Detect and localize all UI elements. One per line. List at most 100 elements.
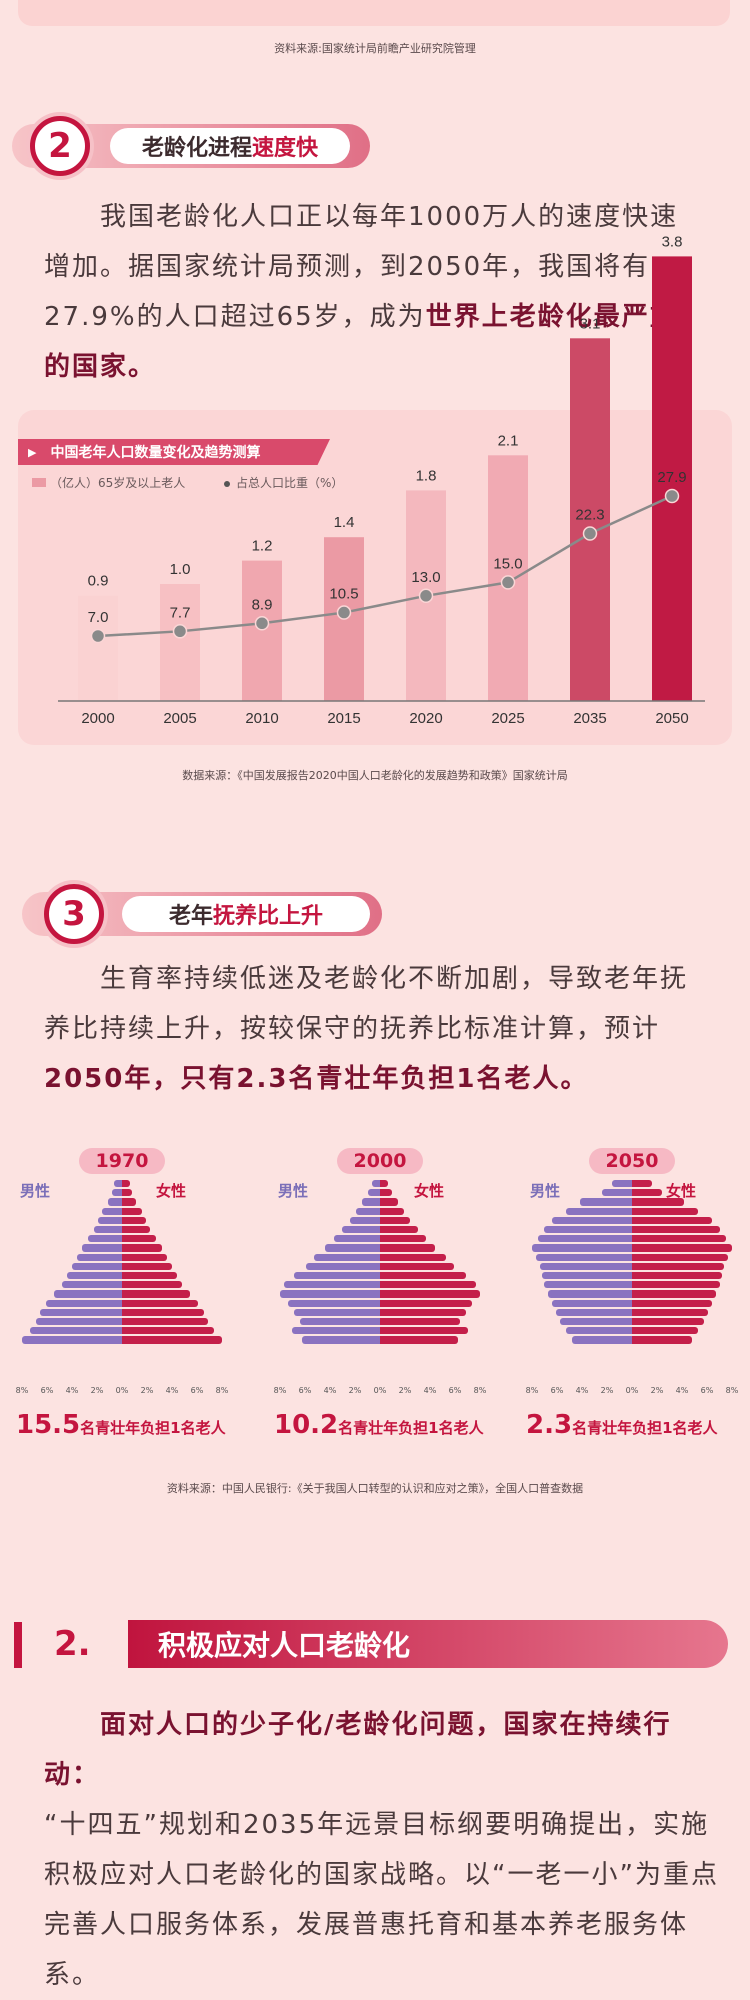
section-title: 老年 抚养比上升	[122, 896, 370, 932]
x-tick-label: 2010	[245, 710, 278, 727]
axis-tick-label: 2%	[140, 1386, 154, 1395]
male-bar	[72, 1262, 122, 1270]
axis-tick-label: 6%	[40, 1386, 54, 1395]
male-bar	[306, 1262, 380, 1270]
female-bar	[380, 1262, 454, 1270]
female-bar	[632, 1226, 720, 1234]
male-bar	[356, 1207, 380, 1215]
ratio-point	[336, 605, 352, 620]
female-bar	[632, 1262, 724, 1270]
section-title: 老龄化进程 速度快	[110, 128, 350, 164]
chart-card	[18, 410, 732, 745]
female-bar	[632, 1198, 684, 1206]
female-bar	[632, 1327, 698, 1335]
ratio-value-label: 13.0	[411, 569, 440, 586]
female-bar	[632, 1290, 716, 1298]
female-label: 女性	[156, 1182, 187, 1200]
section-title-part-a: 老龄化进程	[141, 136, 252, 161]
male-bar	[552, 1216, 632, 1224]
axis-tick-label: 6%	[550, 1386, 564, 1395]
chart-title: 中国老年人口数量变化及趋势测算	[50, 445, 261, 461]
male-bar	[77, 1253, 122, 1261]
axis-tick-label: 6%	[190, 1386, 204, 1395]
bar-value-label: 1.8	[416, 467, 437, 484]
axis-tick-label: 8%	[273, 1386, 287, 1395]
female-bar	[632, 1207, 698, 1215]
axis-tick-label: 8%	[525, 1386, 539, 1395]
axis-tick-label: 8%	[215, 1386, 229, 1395]
ratio-point	[254, 616, 270, 631]
male-bar	[67, 1272, 122, 1280]
axis-tick-label: 4%	[675, 1386, 689, 1395]
burden-label: 2.3名青壮年负担1名老人	[526, 1410, 718, 1440]
axis-tick-label: 6%	[448, 1386, 462, 1395]
male-bar	[46, 1299, 122, 1307]
paragraph-text: 我国老龄化人口正以每年1000万人的速度快速增加。据国家统计局预测，到2050年…	[44, 202, 679, 332]
female-bar	[380, 1253, 446, 1261]
male-bar	[62, 1281, 122, 1289]
legend-bar-label: （亿人）65岁及以上老人	[50, 476, 186, 490]
female-bar	[380, 1336, 458, 1344]
x-tick-label: 2025	[491, 710, 524, 727]
chart-bar	[242, 560, 282, 701]
play-icon: ▶	[28, 445, 37, 459]
female-bar	[122, 1336, 222, 1344]
section-paragraph: 生育率持续低迷及老龄化不断加剧，导致老年抚养比持续上升，按较保守的抚养比标准计算…	[44, 954, 704, 1104]
bar-value-label: 0.9	[88, 573, 109, 590]
female-bar	[122, 1308, 204, 1316]
female-bar	[380, 1216, 410, 1224]
bar-value-label: 2.1	[498, 432, 519, 449]
axis-tick-label: 6%	[298, 1386, 312, 1395]
male-bar	[288, 1299, 380, 1307]
burden-text: 名青壮年负担1名老人	[572, 1419, 718, 1437]
female-bar	[122, 1327, 214, 1335]
ratio-point	[664, 488, 680, 504]
male-bar	[284, 1281, 380, 1289]
section-title-part-a: 老年	[168, 904, 213, 929]
male-bar	[362, 1198, 380, 1206]
female-bar	[632, 1272, 722, 1280]
axis-tick-label: 8%	[473, 1386, 487, 1395]
section-paragraph: 我国老龄化人口正以每年1000万人的速度快速增加。据国家统计局预测，到2050年…	[44, 192, 704, 392]
part-lead: 面对人口的少子化/老龄化问题，国家在持续行动：	[44, 1710, 672, 1790]
chart-bar	[652, 256, 692, 701]
male-bar	[36, 1318, 122, 1326]
part-title: 积极应对人口老龄化	[128, 1620, 728, 1668]
male-bar	[300, 1318, 380, 1326]
female-bar	[632, 1253, 728, 1261]
female-bar	[380, 1272, 466, 1280]
axis-tick-label: 8%	[725, 1386, 739, 1395]
bar-value-label: 3.8	[662, 233, 683, 250]
pyramid-year-badge: 2000	[337, 1148, 423, 1174]
burden-label: 10.2名青壮年负担1名老人	[274, 1410, 484, 1440]
male-bar	[294, 1272, 380, 1280]
ratio-value-label: 27.9	[657, 469, 686, 486]
bar-value-label: 1.0	[170, 561, 191, 578]
male-bar	[544, 1281, 632, 1289]
male-bar	[94, 1226, 122, 1234]
legend-bar: （亿人）65岁及以上老人	[32, 474, 185, 491]
section-title-highlight: 抚养比上升	[213, 904, 324, 929]
female-bar	[122, 1299, 198, 1307]
male-bar	[532, 1244, 632, 1252]
chart-bar	[78, 595, 118, 701]
top-card	[18, 0, 730, 26]
pyramid-source-note: 资料来源：中国人民银行:《关于我国人口转型的认识和应对之策》，全国人口普查数据	[166, 1482, 584, 1495]
ratio-point	[500, 575, 516, 590]
section-number-badge: 2	[30, 116, 90, 176]
female-bar	[122, 1318, 208, 1326]
axis-tick-label: 2%	[348, 1386, 362, 1395]
part-marker-bar	[14, 1622, 22, 1668]
section-number: 2	[48, 126, 72, 166]
bar-value-label: 3.1	[580, 315, 601, 332]
ratio-value-label: 8.9	[252, 596, 273, 613]
female-label: 女性	[414, 1182, 445, 1200]
female-bar	[632, 1189, 662, 1197]
male-bar	[98, 1216, 122, 1224]
burden-number: 15.5	[16, 1410, 81, 1440]
female-bar	[632, 1281, 720, 1289]
male-bar	[368, 1189, 380, 1197]
axis-tick-label: 4%	[323, 1386, 337, 1395]
bar-value-label: 1.2	[252, 538, 273, 555]
chart-bar	[570, 338, 610, 701]
